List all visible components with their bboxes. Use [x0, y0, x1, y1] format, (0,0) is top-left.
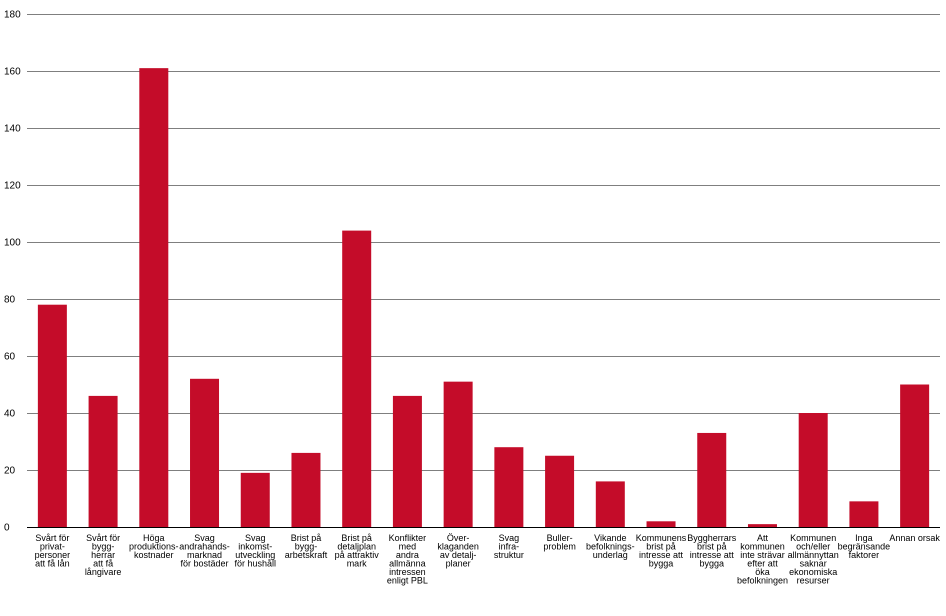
bars: [37, 68, 930, 528]
x-tick-label: Annan orsak: [889, 533, 940, 543]
x-tick-label: Inga begränsande faktorer: [838, 533, 891, 560]
y-tick-label: 160: [4, 67, 21, 78]
x-tick-label: Buller-problem: [543, 533, 576, 552]
x-tick-label: Svårt för bygg-herrar att få långivare: [85, 533, 122, 577]
x-tick-label: Att kommunen inte strävar efter att öka befol…: [737, 533, 788, 586]
bar: [88, 395, 118, 527]
bar: [190, 378, 220, 527]
y-tick-label: 120: [4, 181, 21, 192]
x-tick-label: Höga produktions-kostnader: [129, 533, 179, 560]
gridlines: [27, 14, 940, 471]
x-tick-label: Kommunen och/eller allmännyttan saknar ekono…: [788, 533, 839, 586]
bar: [595, 481, 625, 527]
bar: [37, 304, 67, 527]
bar: [240, 472, 270, 527]
bar: [342, 230, 372, 527]
x-tick-label: Kommunens brist på intresse att bygga: [636, 533, 687, 569]
x-tick-label: Svag infra-struktur: [494, 533, 524, 560]
x-tick-label: Konflikter med andra allmänna intressen enlig…: [387, 533, 428, 586]
bar: [291, 452, 321, 527]
bar: [392, 395, 422, 527]
bar: [494, 447, 524, 527]
x-tick-label: Brist på detaljplan på attraktiv mark: [335, 533, 380, 569]
y-tick-label: 0: [4, 523, 10, 534]
y-tick-label: 80: [4, 295, 16, 306]
x-tick-label: Svag andrahands-marknad för bostäder: [179, 533, 230, 569]
y-axis-ticks: 0 20 40 60 80 100 120 140 160 180: [4, 10, 21, 534]
y-tick-label: 100: [4, 238, 21, 249]
x-tick-label: Vikande befolknings-underlag: [586, 533, 635, 560]
bar: [139, 68, 169, 528]
bar: [646, 521, 676, 527]
bar: [900, 384, 930, 527]
bar: [443, 381, 473, 527]
y-tick-label: 20: [4, 466, 16, 477]
bar: [545, 455, 575, 527]
bar: [697, 432, 727, 527]
x-tick-label: Brist på bygg-arbetskraft: [285, 533, 328, 560]
y-tick-label: 180: [4, 10, 21, 21]
bar: [747, 524, 777, 527]
y-tick-label: 60: [4, 352, 16, 363]
bar: [798, 413, 828, 527]
x-tick-label: Över-klaganden av detalj-planer: [437, 533, 479, 569]
y-tick-label: 140: [4, 124, 21, 135]
x-tick-label: Svårt för privat-personer att få lån: [35, 533, 71, 569]
x-tick-label: Svag inkomst-utveckling för hushåll: [234, 533, 276, 569]
x-tick-label: Byggherrars brist på intresse att bygga: [687, 533, 737, 569]
y-tick-label: 40: [4, 409, 16, 420]
bar: [849, 501, 879, 527]
x-axis-labels: Svårt för privat-personer att få lån Svårt …: [35, 533, 941, 586]
